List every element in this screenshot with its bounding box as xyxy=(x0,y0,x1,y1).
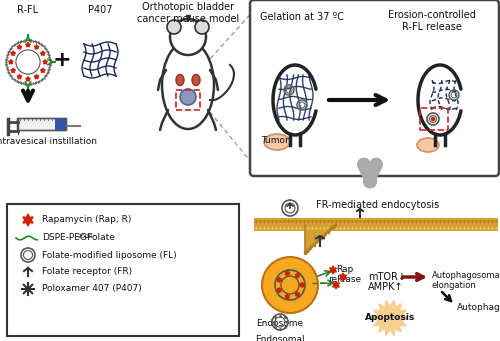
Text: FR-mediated endocytosis: FR-mediated endocytosis xyxy=(316,200,440,210)
FancyBboxPatch shape xyxy=(7,204,239,336)
Polygon shape xyxy=(330,266,336,274)
Polygon shape xyxy=(305,224,335,252)
Circle shape xyxy=(195,20,209,34)
Text: -Folate: -Folate xyxy=(85,234,116,242)
Text: mTOR↓: mTOR↓ xyxy=(368,272,406,282)
Polygon shape xyxy=(296,273,300,278)
Polygon shape xyxy=(300,282,304,287)
Text: Rap
release: Rap release xyxy=(328,265,362,284)
Text: P407: P407 xyxy=(88,5,112,15)
Ellipse shape xyxy=(417,138,439,152)
Polygon shape xyxy=(34,74,39,79)
Polygon shape xyxy=(34,45,39,49)
Text: Intravesical instillation: Intravesical instillation xyxy=(0,137,96,146)
Text: DSPE-PEG: DSPE-PEG xyxy=(42,234,87,242)
Polygon shape xyxy=(277,277,281,282)
Polygon shape xyxy=(26,77,30,81)
Polygon shape xyxy=(277,288,281,293)
Polygon shape xyxy=(285,271,290,276)
Polygon shape xyxy=(285,294,290,299)
Text: Gelation at 37 ºC: Gelation at 37 ºC xyxy=(260,12,344,22)
Text: Autophagy: Autophagy xyxy=(457,303,500,312)
Bar xyxy=(254,218,498,231)
Polygon shape xyxy=(296,292,300,297)
Text: Orthotopic bladder
cancer mouse model: Orthotopic bladder cancer mouse model xyxy=(137,2,239,24)
Polygon shape xyxy=(11,51,16,56)
Polygon shape xyxy=(8,59,13,64)
Circle shape xyxy=(167,20,181,34)
Text: Erosion-controlled
R-FL release: Erosion-controlled R-FL release xyxy=(388,10,476,32)
Circle shape xyxy=(180,89,196,105)
Circle shape xyxy=(170,19,206,55)
Polygon shape xyxy=(23,214,33,226)
Text: Folate-modified liposome (FL): Folate-modified liposome (FL) xyxy=(42,251,176,260)
Polygon shape xyxy=(26,42,30,47)
Ellipse shape xyxy=(162,41,214,129)
Ellipse shape xyxy=(176,74,184,86)
Polygon shape xyxy=(11,68,16,73)
Text: Tumor: Tumor xyxy=(261,136,289,145)
Text: Poloxamer 407 (P407): Poloxamer 407 (P407) xyxy=(42,284,142,294)
Text: 2000: 2000 xyxy=(78,234,94,238)
Polygon shape xyxy=(40,68,45,73)
Text: Endosome: Endosome xyxy=(256,319,304,328)
Polygon shape xyxy=(43,59,48,64)
Text: AMPK↑: AMPK↑ xyxy=(368,282,404,292)
Ellipse shape xyxy=(264,134,290,150)
Text: Rapamycin (Rap; R): Rapamycin (Rap; R) xyxy=(42,216,132,224)
Polygon shape xyxy=(340,273,346,281)
Polygon shape xyxy=(432,117,434,121)
Circle shape xyxy=(262,257,318,313)
Ellipse shape xyxy=(192,74,200,86)
Polygon shape xyxy=(332,281,340,289)
Polygon shape xyxy=(17,45,22,49)
Bar xyxy=(55,119,66,130)
Polygon shape xyxy=(372,300,408,336)
Text: Apoptosis: Apoptosis xyxy=(365,313,415,323)
Text: +: + xyxy=(52,50,72,70)
Text: R-FL: R-FL xyxy=(18,5,38,15)
Polygon shape xyxy=(40,51,45,56)
FancyBboxPatch shape xyxy=(250,0,499,176)
Text: Endosomal
escape: Endosomal escape xyxy=(255,335,305,341)
Polygon shape xyxy=(17,74,22,79)
Text: Folate receptor (FR): Folate receptor (FR) xyxy=(42,267,132,277)
Text: Autophagosomal
elongation: Autophagosomal elongation xyxy=(432,271,500,291)
FancyBboxPatch shape xyxy=(18,119,66,131)
